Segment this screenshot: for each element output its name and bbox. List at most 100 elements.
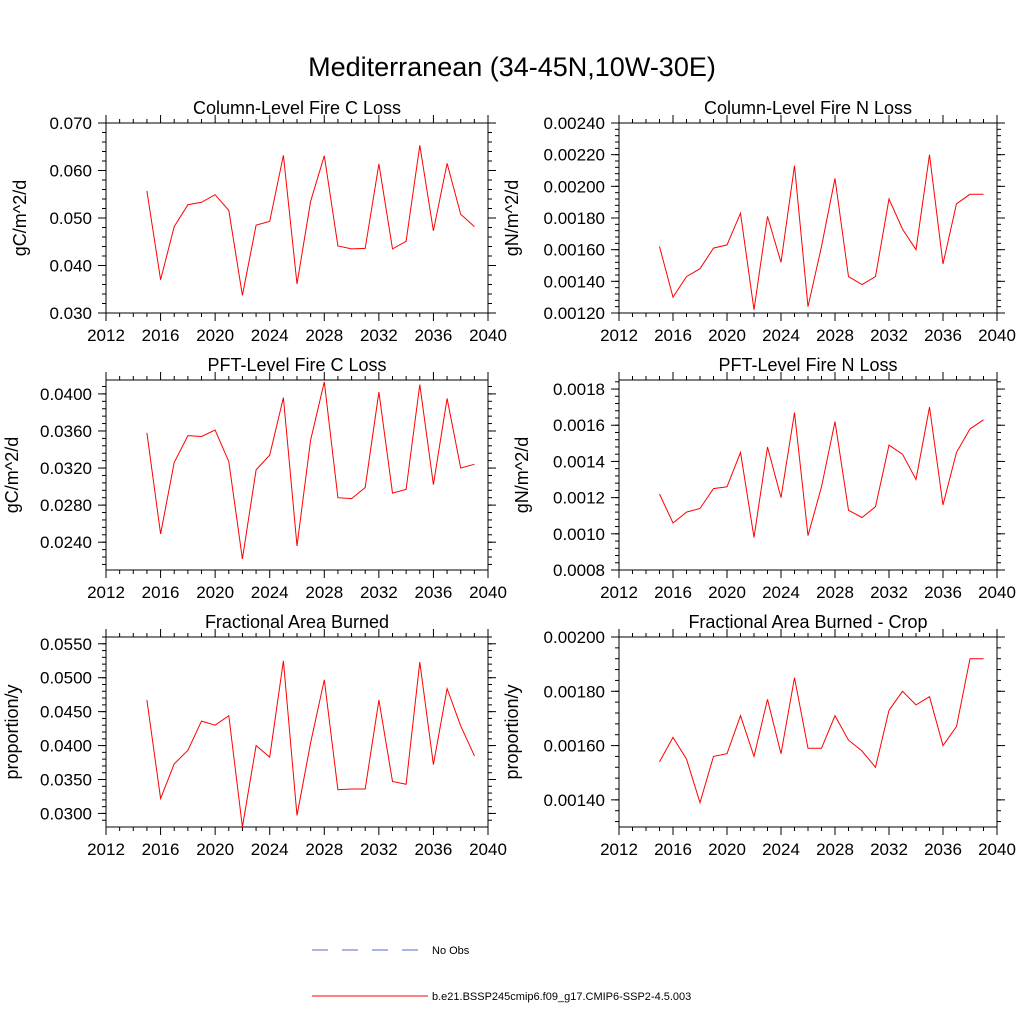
x-tick-label: 2024 — [251, 583, 289, 602]
y-axis-label: gC/m^2/d — [2, 437, 22, 513]
x-tick-label: 2016 — [654, 326, 692, 345]
x-tick-label: 2028 — [816, 583, 854, 602]
y-tick-label: 0.00220 — [544, 146, 605, 165]
x-tick-label: 2036 — [924, 326, 962, 345]
x-tick-label: 2016 — [654, 840, 692, 859]
x-tick-label: 2020 — [708, 326, 746, 345]
series-line-1 — [146, 660, 475, 828]
y-axis-label: proportion/y — [2, 684, 22, 779]
x-tick-label: 2012 — [87, 583, 125, 602]
y-tick-label: 0.00140 — [544, 272, 605, 291]
x-tick-label: 2040 — [469, 583, 507, 602]
series-line-1 — [659, 407, 984, 538]
y-tick-label: 0.050 — [49, 209, 92, 228]
y-tick-label: 0.0240 — [40, 533, 92, 552]
x-tick-label: 2028 — [305, 583, 343, 602]
x-tick-label: 2020 — [196, 583, 234, 602]
x-tick-label: 2032 — [360, 840, 398, 859]
y-tick-label: 0.070 — [49, 114, 92, 133]
x-tick-label: 2028 — [816, 326, 854, 345]
y-tick-label: 0.0320 — [40, 459, 92, 478]
y-tick-label: 0.0350 — [40, 771, 92, 790]
y-tick-label: 0.00200 — [544, 628, 605, 647]
y-tick-label: 0.00180 — [544, 682, 605, 701]
x-tick-label: 2012 — [87, 326, 125, 345]
panel-title: Fractional Area Burned - Crop — [688, 612, 927, 632]
panel-6: Fractional Area Burned - Crop proportion/… — [502, 612, 1016, 859]
x-tick-label: 2020 — [708, 840, 746, 859]
y-tick-label: 0.0300 — [40, 804, 92, 823]
x-tick-label: 2032 — [870, 326, 908, 345]
series-line-1 — [146, 145, 475, 296]
x-tick-label: 2024 — [762, 326, 800, 345]
y-tick-label: 0.0400 — [40, 385, 92, 404]
y-tick-label: 0.0500 — [40, 669, 92, 688]
panel-5: Fractional Area Burned proportion/y 2012 20… — [2, 612, 507, 859]
y-tick-label: 0.00160 — [544, 737, 605, 756]
x-tick-label: 2036 — [924, 583, 962, 602]
y-tick-label: 0.0008 — [553, 561, 605, 580]
x-tick-label: 2028 — [816, 840, 854, 859]
x-tick-label: 2016 — [654, 583, 692, 602]
y-tick-label: 0.00140 — [544, 791, 605, 810]
x-tick-label: 2028 — [305, 840, 343, 859]
x-tick-label: 2016 — [142, 583, 180, 602]
x-tick-label: 2032 — [870, 840, 908, 859]
y-tick-label: 0.00120 — [544, 304, 605, 323]
panel-title: Column-Level Fire C Loss — [193, 98, 401, 118]
y-axis-label: gN/m^2/d — [502, 180, 522, 256]
x-tick-label: 2024 — [251, 326, 289, 345]
plot-frame — [105, 122, 489, 314]
y-tick-label: 0.0450 — [40, 703, 92, 722]
x-tick-label: 2040 — [469, 326, 507, 345]
plot-frame — [105, 636, 489, 828]
x-tick-label: 2016 — [142, 326, 180, 345]
panel-title: PFT-Level Fire N Loss — [718, 355, 897, 375]
legend: No Obs b.e21.BSSP245cmip6.f09_g17.CMIP6-… — [312, 945, 691, 1003]
y-tick-label: 0.0018 — [553, 380, 605, 399]
panel-2: Column-Level Fire N Loss gN/m^2/d 2012 2016… — [502, 98, 1016, 345]
y-tick-label: 0.040 — [49, 257, 92, 276]
y-tick-label: 0.0010 — [553, 525, 605, 544]
panel-1: Column-Level Fire C Loss gC/m^2/d 2012 2016… — [10, 98, 507, 345]
x-tick-label: 2040 — [978, 583, 1016, 602]
plot-frame — [618, 379, 998, 571]
panel-title: Column-Level Fire N Loss — [704, 98, 912, 118]
x-tick-label: 2036 — [415, 840, 453, 859]
x-tick-label: 2040 — [978, 840, 1016, 859]
x-tick-label: 2036 — [415, 583, 453, 602]
y-tick-label: 0.0280 — [40, 496, 92, 515]
y-tick-label: 0.00180 — [544, 209, 605, 228]
x-tick-label: 2020 — [708, 583, 746, 602]
y-tick-label: 0.00200 — [544, 177, 605, 196]
y-tick-label: 0.0016 — [553, 416, 605, 435]
series-line-1 — [659, 658, 984, 805]
panels: Column-Level Fire C Loss gC/m^2/d 2012 2016… — [2, 98, 1016, 859]
x-tick-label: 2040 — [978, 326, 1016, 345]
x-tick-label: 2032 — [870, 583, 908, 602]
plot-frame — [618, 122, 998, 314]
panel-title: PFT-Level Fire C Loss — [207, 355, 386, 375]
x-tick-label: 2036 — [415, 326, 453, 345]
y-tick-label: 0.00160 — [544, 241, 605, 260]
y-axis-label: proportion/y — [502, 684, 522, 779]
legend-obs-label: No Obs — [432, 945, 470, 957]
x-tick-label: 2028 — [305, 326, 343, 345]
x-tick-label: 2024 — [762, 840, 800, 859]
x-tick-label: 2012 — [600, 326, 638, 345]
x-tick-label: 2032 — [360, 583, 398, 602]
y-axis-label: gC/m^2/d — [10, 180, 30, 256]
y-tick-label: 0.0360 — [40, 422, 92, 441]
y-tick-label: 0.0012 — [553, 489, 605, 508]
x-tick-label: 2024 — [251, 840, 289, 859]
y-tick-label: 0.060 — [49, 162, 92, 181]
panel-4: PFT-Level Fire N Loss gN/m^2/d 2012 2016 202… — [512, 355, 1016, 602]
legend-model-label: b.e21.BSSP245cmip6.f09_g17.CMIP6-SSP2-4.… — [432, 991, 691, 1003]
y-tick-label: 0.00240 — [544, 114, 605, 133]
y-tick-label: 0.0550 — [40, 635, 92, 654]
plot-frame — [618, 636, 998, 828]
panel-title: Fractional Area Burned — [205, 612, 389, 632]
y-tick-label: 0.0400 — [40, 737, 92, 756]
panel-3: PFT-Level Fire C Loss gC/m^2/d 2012 2016 202… — [2, 355, 507, 602]
x-tick-label: 2012 — [600, 583, 638, 602]
